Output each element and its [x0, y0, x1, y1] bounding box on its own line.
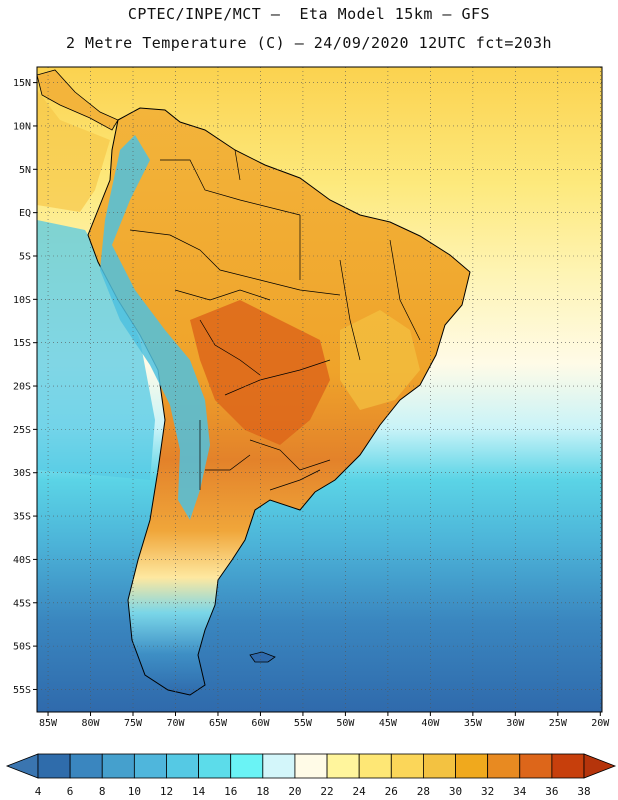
country-borders: [129, 149, 421, 491]
colorbar-label: 4: [35, 785, 42, 798]
lon-label: 50W: [336, 718, 355, 729]
colorbar-label: 6: [67, 785, 74, 798]
colorbar-swatch: [390, 753, 424, 779]
colorbar-label: 20: [288, 785, 301, 798]
colorbar-swatch: [455, 753, 489, 779]
lat-label: EQ: [19, 208, 31, 219]
colorbar-swatch: [423, 753, 456, 779]
brazil-highlands: [340, 310, 420, 410]
lon-label: 35W: [464, 718, 483, 729]
andes-cold-ridge: [100, 135, 210, 520]
colorbar-swatch: [230, 753, 264, 779]
lon-label: 30W: [506, 718, 525, 729]
colorbar-swatch: [101, 753, 135, 779]
lat-label: 5N: [19, 165, 31, 176]
lat-label: 15S: [13, 338, 31, 349]
colorbar-label: 36: [545, 785, 558, 798]
colorbar-swatch: [294, 753, 328, 779]
lat-label: 30S: [13, 468, 31, 479]
lon-label: 75W: [124, 718, 143, 729]
colorbar-label: 10: [128, 785, 141, 798]
colorbar-swatch: [69, 753, 103, 779]
colorbar-swatch: [519, 753, 553, 779]
lon-label: 20W: [591, 718, 610, 729]
lat-label: 50S: [13, 642, 31, 653]
colorbar-swatch: [198, 753, 232, 779]
colorbar-label: 38: [577, 785, 590, 798]
pacific-warm-band: [37, 67, 110, 212]
lat-label: 5S: [19, 251, 31, 262]
colorbar-label: 34: [513, 785, 527, 798]
colorbar-swatch: [326, 753, 360, 779]
lat-label: 55S: [13, 685, 31, 696]
lat-label: 35S: [13, 512, 31, 523]
colorbar-swatch: [487, 753, 521, 779]
pacific-cool-tongue: [37, 220, 155, 480]
lon-label: 25W: [549, 718, 568, 729]
lon-label: 55W: [294, 718, 313, 729]
colorbar-label: 12: [160, 785, 173, 798]
colorbar-swatch: [166, 753, 199, 779]
latitude-labels: 15N 10N 5N EQ 5S 10S 15S 20S 25S 30S 35S 40S 45S 50S 5…: [13, 78, 31, 696]
colorbar-swatch: [37, 753, 71, 779]
colorbar-label: 30: [449, 785, 462, 798]
colorbar-over-arrow: [583, 753, 617, 779]
colorbar-swatch: [551, 753, 585, 779]
colorbar-label: 8: [99, 785, 106, 798]
lat-label: 45S: [13, 598, 31, 609]
colorbar-swatch: [358, 753, 392, 779]
colorbar-label: 26: [385, 785, 398, 798]
colorbar-swatch: [133, 753, 167, 779]
colorbar-label: 16: [224, 785, 237, 798]
map-frame: [36, 66, 603, 713]
map-title-line1: CPTEC/INPE/MCT – Eta Model 15km – GFS: [127, 5, 491, 23]
lat-label: 20S: [13, 382, 31, 393]
lon-label: 40W: [421, 718, 440, 729]
central-america-land: [37, 69, 119, 131]
lat-label: 25S: [13, 425, 31, 436]
colorbar-label: 22: [320, 785, 333, 798]
axis-ticks: [33, 82, 601, 716]
longitude-labels: 85W 80W 75W 70W 65W 60W 55W 50W 45W 40W 35W 30W 25W 2…: [39, 718, 610, 729]
lon-label: 45W: [379, 718, 398, 729]
colorbar-label: 28: [417, 785, 430, 798]
lon-label: 65W: [209, 718, 228, 729]
colorbar-label: 24: [353, 785, 367, 798]
colorbar-label: 18: [256, 785, 269, 798]
lon-label: 70W: [166, 718, 185, 729]
lat-label: 10N: [13, 121, 31, 132]
hot-core-region: [190, 300, 330, 445]
colorbar-swatch: [262, 753, 296, 779]
lat-label: 15N: [13, 78, 31, 89]
colorbar-under-arrow: [5, 753, 39, 779]
lon-label: 60W: [251, 718, 270, 729]
colorbar: 4 6 8 10 12 14 16 18 20 22 24 26 28 30 32 34 36 38: [5, 753, 617, 798]
lat-label: 10S: [13, 295, 31, 306]
falkland-islands: [249, 651, 276, 663]
lon-label: 85W: [39, 718, 58, 729]
colorbar-label: 14: [192, 785, 206, 798]
map-title-line2: 2 Metre Temperature (C) – 24/09/2020 12U…: [65, 34, 553, 52]
lon-label: 80W: [81, 718, 100, 729]
colorbar-label: 32: [481, 785, 494, 798]
lat-label: 40S: [13, 555, 31, 566]
